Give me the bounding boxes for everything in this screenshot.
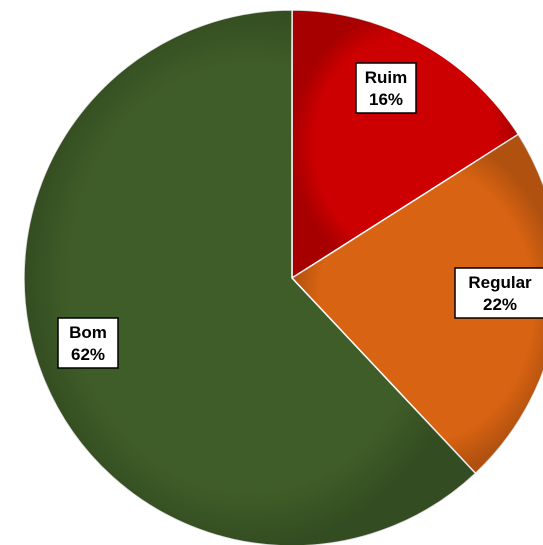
data-label-box-ruim <box>355 62 417 114</box>
data-label-ruim: Ruim 16% <box>355 62 417 114</box>
data-label-category-ruim: Ruim <box>365 68 408 87</box>
data-label-box-bom <box>57 317 119 369</box>
labels-layer: Ruim 16% Regular 22% Bom 62% <box>57 62 543 369</box>
data-label-box-regular <box>454 267 543 319</box>
data-label-category-bom: Bom <box>69 323 107 342</box>
data-label-value-regular: 22% <box>483 295 517 314</box>
data-label-value-ruim: 16% <box>369 90 403 109</box>
data-label-value-bom: 62% <box>71 345 105 364</box>
data-label-category-regular: Regular <box>468 273 532 292</box>
data-label-regular: Regular 22% <box>454 267 543 319</box>
data-label-bom: Bom 62% <box>57 317 119 369</box>
